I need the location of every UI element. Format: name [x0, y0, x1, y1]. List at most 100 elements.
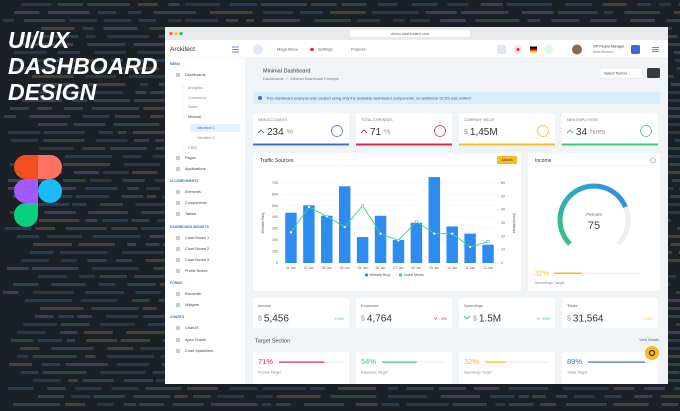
target-cards: 71% Income Target 54% Expenses Target 32% Spe…	[253, 352, 658, 384]
header-icon[interactable]	[544, 45, 554, 54]
menu-item[interactable]: Tables	[185, 212, 196, 216]
code-token	[300, 11, 323, 14]
code-token	[371, 11, 419, 14]
settings-icon[interactable]	[650, 157, 656, 164]
view-details[interactable]: View Details	[639, 338, 659, 342]
summary-number: 5,456	[264, 313, 289, 324]
menu-item[interactable]: Minimal	[188, 115, 201, 119]
bar	[356, 237, 369, 263]
menu-item[interactable]: Chart Boxes 3	[185, 258, 209, 262]
code-token	[522, 11, 554, 14]
line	[290, 204, 489, 248]
code-token	[103, 27, 138, 30]
menu-item[interactable]: Elements	[185, 190, 201, 194]
menu-item[interactable]: Profile Boxes	[185, 269, 207, 273]
code-token	[86, 35, 96, 38]
menu-item[interactable]: Variation 1	[197, 126, 215, 130]
header-menu[interactable]: Projects	[351, 47, 365, 52]
menu-item[interactable]: Chart Boxes 1	[185, 236, 209, 240]
flag	[530, 48, 537, 51]
actions-button[interactable]	[497, 156, 517, 164]
code-token	[47, 387, 66, 390]
crumb[interactable]: Dashboards	[263, 77, 284, 81]
avatar[interactable]	[572, 44, 582, 55]
code-token	[23, 19, 65, 22]
summary-card	[562, 298, 658, 328]
window-button[interactable]	[179, 31, 183, 36]
stat-icon	[434, 125, 446, 137]
stat-label: TOTAL EXPENSES	[361, 118, 393, 122]
card	[528, 153, 660, 291]
code-token	[98, 283, 115, 286]
menu-item[interactable]: Variation 2	[197, 136, 215, 140]
progress-bar	[588, 361, 645, 363]
menu-item[interactable]: Sales	[188, 105, 198, 109]
url-box[interactable]	[350, 30, 470, 37]
code-token	[314, 19, 352, 22]
target-value: 89%	[567, 357, 582, 366]
bar	[374, 215, 387, 263]
menu-icon	[176, 190, 180, 194]
legend-label[interactable]: Social Media	[404, 273, 424, 277]
header-menu[interactable]: Settings	[318, 47, 332, 52]
menu-item[interactable]: Components	[185, 201, 207, 205]
app-header	[165, 40, 668, 58]
menu-item[interactable]: Elements	[185, 292, 201, 296]
menu-item[interactable]: Dashboards	[185, 73, 206, 77]
sidebar-menu: MENU Dashboards Analytics Commerce Sales Mini…	[170, 62, 215, 353]
menu-item[interactable]: Applications	[185, 167, 206, 171]
bar	[446, 226, 458, 263]
line-marker	[468, 245, 472, 249]
period-select[interactable]	[599, 67, 643, 79]
menu-item[interactable]: Chart Sparklines	[185, 349, 213, 353]
code-token	[107, 355, 154, 358]
bar	[285, 212, 297, 263]
header-button[interactable]	[631, 45, 640, 54]
menu-item[interactable]: Commerce	[188, 96, 207, 100]
menu-item[interactable]: CRM	[188, 146, 197, 150]
menu-item[interactable]: Widgets	[185, 303, 199, 307]
header-icon[interactable]	[497, 45, 506, 54]
code-token	[135, 291, 161, 294]
code-token	[33, 379, 61, 382]
menu-item[interactable]: ChartJS	[185, 326, 199, 330]
window-button[interactable]	[169, 31, 173, 36]
header-menu-icon[interactable]	[652, 47, 659, 52]
code-token	[57, 187, 77, 190]
code-token	[72, 203, 87, 206]
y-axis-title: Website Blog	[261, 212, 265, 233]
menu-item[interactable]: Pages	[185, 156, 196, 160]
url: demo.dashboard.com	[391, 31, 430, 36]
y2-tick-label: 50	[501, 194, 505, 198]
code-token	[506, 3, 552, 6]
menu-item[interactable]: Apex Charts	[185, 338, 206, 342]
code-token	[573, 395, 595, 398]
summary-currency: $	[567, 315, 571, 322]
bar	[392, 240, 405, 263]
code-token	[357, 19, 380, 22]
x-tick-label: 12 Jan	[483, 266, 493, 270]
section-title: Target Section	[255, 338, 290, 344]
code-token	[4, 115, 17, 118]
window-button[interactable]	[174, 31, 178, 36]
dark-button[interactable]	[647, 68, 660, 78]
code-token	[111, 387, 139, 390]
menu-item[interactable]: Analytics	[188, 86, 203, 90]
menu-toggle[interactable]	[232, 46, 239, 53]
stat-label: NEW ACCOUNTS	[258, 118, 288, 122]
stat-underline	[356, 143, 452, 146]
code-token	[192, 395, 211, 398]
code-token	[532, 395, 546, 398]
code-token	[17, 235, 39, 238]
code-token	[132, 131, 174, 134]
settings-fab[interactable]	[645, 346, 659, 360]
search-button[interactable]	[253, 44, 263, 55]
code-token	[262, 19, 301, 22]
code-token	[39, 147, 74, 150]
header-menu[interactable]: Mega Menu	[277, 47, 298, 52]
legend-label[interactable]: Website Blog	[370, 273, 391, 277]
menu-item[interactable]: Chart Boxes 2	[185, 247, 209, 251]
progress-bar	[382, 361, 417, 363]
code-token	[381, 403, 400, 406]
stat-unit: %	[287, 129, 293, 136]
